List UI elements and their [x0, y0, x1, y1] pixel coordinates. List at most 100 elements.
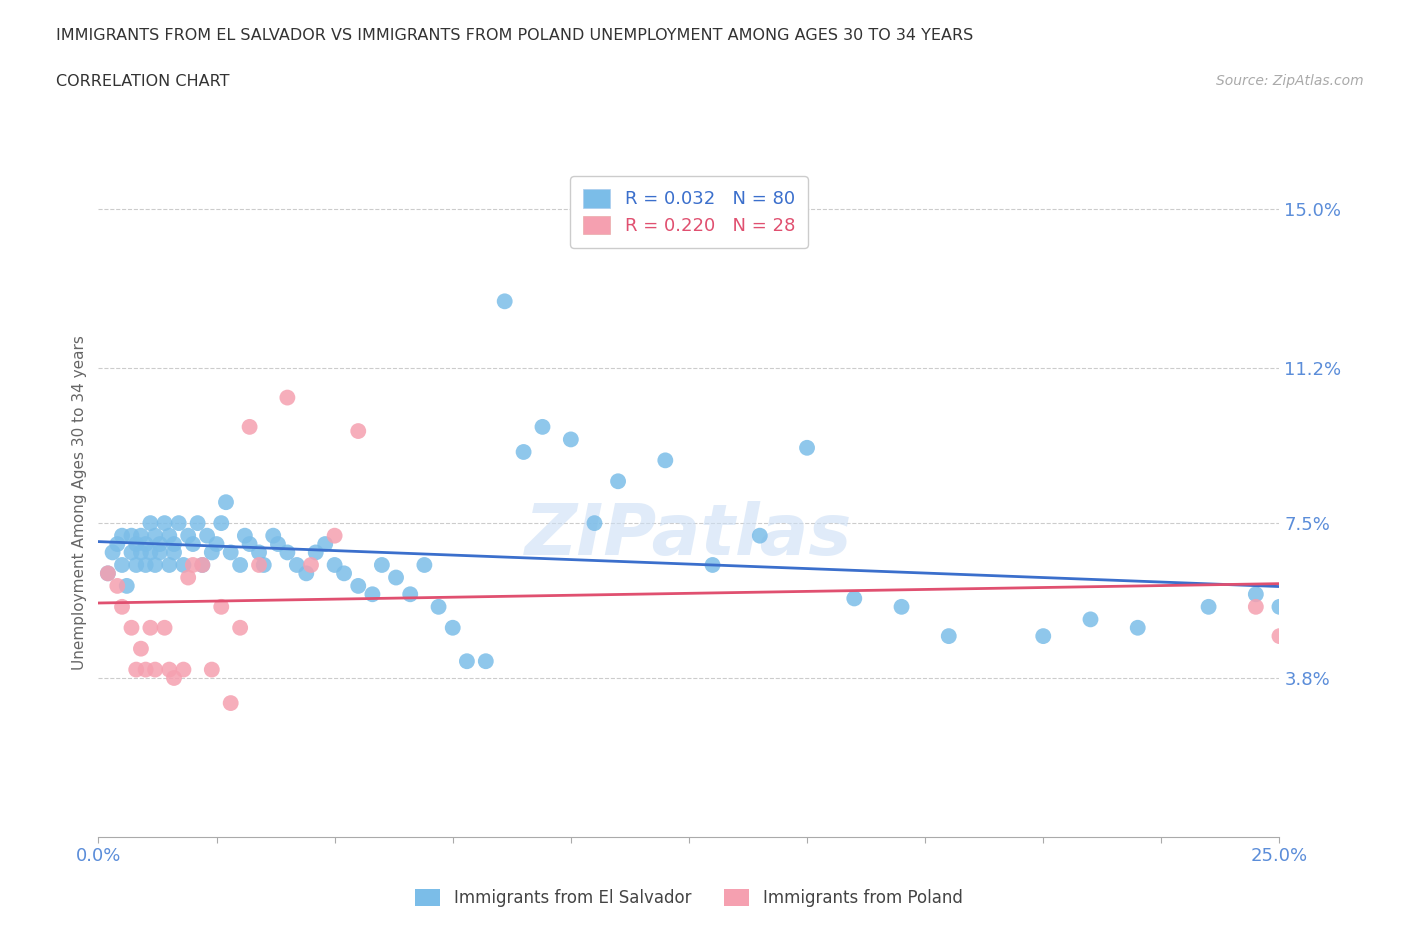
- Legend: Immigrants from El Salvador, Immigrants from Poland: Immigrants from El Salvador, Immigrants …: [406, 881, 972, 916]
- Point: [456, 654, 478, 669]
- Point: [181, 558, 204, 573]
- Point: [172, 662, 194, 677]
- Point: [385, 570, 408, 585]
- Point: [191, 558, 214, 573]
- Point: [560, 432, 582, 447]
- Point: [209, 600, 232, 615]
- Point: [305, 545, 328, 560]
- Point: [135, 662, 157, 677]
- Point: [143, 558, 166, 573]
- Point: [172, 558, 194, 573]
- Point: [111, 600, 134, 615]
- Point: [149, 537, 172, 551]
- Point: [111, 558, 134, 573]
- Point: [177, 528, 200, 543]
- Point: [143, 528, 166, 543]
- Point: [702, 558, 724, 573]
- Point: [121, 528, 143, 543]
- Point: [748, 528, 770, 543]
- Point: [1126, 620, 1149, 635]
- Point: [276, 545, 298, 560]
- Point: [796, 441, 818, 456]
- Point: [153, 516, 176, 531]
- Point: [607, 474, 630, 489]
- Point: [441, 620, 464, 635]
- Text: Source: ZipAtlas.com: Source: ZipAtlas.com: [1216, 74, 1364, 88]
- Point: [157, 528, 180, 543]
- Point: [347, 578, 370, 593]
- Text: IMMIGRANTS FROM EL SALVADOR VS IMMIGRANTS FROM POLAND UNEMPLOYMENT AMONG AGES 30: IMMIGRANTS FROM EL SALVADOR VS IMMIGRANT…: [56, 28, 973, 43]
- Point: [233, 528, 256, 543]
- Point: [121, 545, 143, 560]
- Point: [167, 516, 190, 531]
- Point: [111, 528, 134, 543]
- Point: [583, 516, 606, 531]
- Point: [139, 545, 162, 560]
- Point: [1244, 587, 1267, 602]
- Point: [115, 578, 138, 593]
- Point: [215, 495, 238, 510]
- Point: [97, 565, 120, 580]
- Point: [399, 587, 422, 602]
- Point: [427, 600, 450, 615]
- Point: [1268, 629, 1291, 644]
- Point: [333, 565, 356, 580]
- Point: [285, 558, 308, 573]
- Point: [247, 545, 270, 560]
- Point: [314, 537, 336, 551]
- Point: [129, 642, 152, 657]
- Point: [229, 558, 252, 573]
- Point: [299, 558, 322, 573]
- Point: [201, 662, 224, 677]
- Point: [494, 294, 516, 309]
- Point: [253, 558, 276, 573]
- Point: [938, 629, 960, 644]
- Point: [139, 516, 162, 531]
- Point: [187, 516, 209, 531]
- Point: [153, 620, 176, 635]
- Point: [890, 600, 912, 615]
- Point: [413, 558, 436, 573]
- Point: [129, 545, 152, 560]
- Text: ZIPatlas: ZIPatlas: [526, 501, 852, 570]
- Point: [267, 537, 290, 551]
- Point: [125, 537, 148, 551]
- Point: [1080, 612, 1102, 627]
- Point: [323, 528, 346, 543]
- Point: [654, 453, 676, 468]
- Point: [157, 662, 180, 677]
- Point: [129, 528, 152, 543]
- Point: [1244, 600, 1267, 615]
- Point: [219, 545, 242, 560]
- Point: [347, 424, 370, 439]
- Point: [157, 558, 180, 573]
- Point: [135, 558, 157, 573]
- Point: [195, 528, 218, 543]
- Point: [201, 545, 224, 560]
- Point: [163, 545, 186, 560]
- Point: [181, 537, 204, 551]
- Point: [191, 558, 214, 573]
- Point: [101, 545, 124, 560]
- Point: [361, 587, 384, 602]
- Point: [276, 391, 298, 405]
- Point: [105, 578, 128, 593]
- Point: [205, 537, 228, 551]
- Point: [247, 558, 270, 573]
- Point: [229, 620, 252, 635]
- Point: [1032, 629, 1054, 644]
- Point: [143, 662, 166, 677]
- Point: [125, 662, 148, 677]
- Point: [1268, 600, 1291, 615]
- Point: [163, 671, 186, 685]
- Point: [105, 537, 128, 551]
- Point: [177, 570, 200, 585]
- Point: [475, 654, 498, 669]
- Point: [139, 620, 162, 635]
- Point: [121, 620, 143, 635]
- Point: [531, 419, 554, 434]
- Y-axis label: Unemployment Among Ages 30 to 34 years: Unemployment Among Ages 30 to 34 years: [72, 335, 87, 670]
- Point: [1198, 600, 1220, 615]
- Point: [262, 528, 284, 543]
- Point: [239, 537, 262, 551]
